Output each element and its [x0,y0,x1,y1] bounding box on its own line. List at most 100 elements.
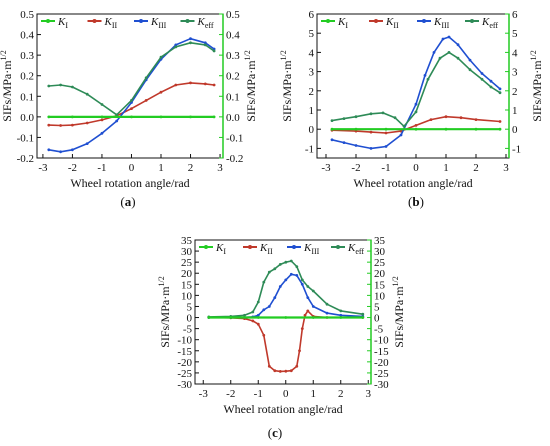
legend-marker-kii [92,19,97,23]
y-tick-label: 35 [181,235,193,247]
data-point-ki [339,316,343,319]
y2-tick-label: 4 [512,47,518,59]
data-point-keff [203,43,207,47]
data-point-keff [438,56,442,60]
data-point-kii [284,369,288,373]
data-point-kiii [47,148,51,152]
data-point-keff [289,259,293,263]
y-tick-label: 0 [187,313,193,325]
y2-tick-label: 2 [512,86,518,98]
x-tick-label: -1 [254,388,263,400]
data-point-kiii [330,138,334,142]
legend-marker-kii [374,19,378,23]
data-point-kii [100,118,104,122]
data-point-kiii [115,119,119,123]
data-point-keff [393,116,397,120]
data-point-ki [130,115,133,119]
data-point-kii [262,333,266,337]
y-tick-label: 0.3 [20,50,34,62]
x-axis-label: Wheel rotation angle/rad [70,176,189,190]
y2-tick-label: 0.3 [226,50,240,62]
y-tick-label: 25 [181,257,193,269]
data-point-ki [361,316,365,319]
data-point-keff [402,124,406,128]
y2-tick-label: 35 [374,235,386,247]
y-tick-label: 3 [309,67,315,79]
y-tick-label: 0.0 [20,112,34,124]
y-axis-label: SIFs/MPa·m1/2 [0,50,14,122]
data-point-keff [311,289,315,293]
x-tick-label: 2 [473,162,479,174]
data-point-ki [414,127,418,131]
data-point-kii [189,81,192,85]
x-tick-label: -2 [226,388,235,400]
data-point-kii [212,83,216,87]
panel-label: (a) [120,194,135,209]
y2-tick-label: -0.1 [226,132,243,144]
chart-panel-1: -3 -2 -1 0 1 2 3-0.2 -0.2-0.1 -0.10.0 0.00.1 0.10.… [0,9,258,209]
data-point-keff [273,267,277,271]
series-line-keff [48,41,215,116]
data-point-ki [498,127,502,131]
y2-tick-label: -15 [374,346,389,358]
y2-tick-label: 20 [374,268,386,280]
data-point-kiii [468,58,472,62]
data-point-keff [354,115,358,119]
data-point-kii [251,319,255,323]
y2-tick-label: 3 [512,67,518,79]
data-point-kii [306,309,310,313]
data-point-ki [71,115,74,119]
data-point-kii [144,99,148,102]
data-point-keff [189,41,192,45]
chart-panel-3: -3 -2 -1 0 1 2 3-30 -30-25 -25-20 -20-15 -15-10 -10… [157,235,406,440]
data-point-kii [256,322,260,326]
data-point-kii [298,349,301,353]
data-point-keff [267,270,271,274]
y2-tick-label: 0.5 [226,9,240,21]
y2-tick-label: 0.1 [226,91,240,103]
data-point-kii [47,123,51,127]
data-point-keff [100,103,104,106]
data-point-keff [115,113,119,117]
data-point-ki [444,127,448,131]
y-tick-label: 0.5 [20,9,34,21]
data-point-kii [59,124,62,127]
x-tick-label: -3 [38,162,48,174]
legend-label-kiii: KIII [150,16,167,30]
data-point-kii [278,370,282,373]
x-tick-label: 3 [217,162,223,174]
legend: KI KII KIII Keff [41,16,214,30]
series-line-kiii [331,36,501,150]
data-point-kiii [441,37,445,41]
y2-tick-label: 0 [512,124,518,136]
data-point-keff [243,313,246,317]
data-point-ki [159,115,163,119]
panel-label: (c) [268,425,282,440]
data-point-keff [159,55,163,59]
legend-label-ki: KI [337,16,348,30]
data-point-ki [47,115,51,119]
chart-panel-2: -3 -2 -1 0 1 2 3-1 -10 01 12 23 34 45 56 6KI KII KIII Kef… [279,9,544,209]
y2-tick-label: 6 [512,9,518,21]
data-point-kiii [432,51,436,54]
data-point-ki [207,316,211,319]
data-point-kiii [289,272,293,276]
y-tick-label: 5 [309,28,315,40]
data-point-kiii [311,305,315,308]
data-point-kiii [456,43,460,47]
data-point-kii [289,369,293,373]
data-point-keff [325,302,329,306]
data-point-kii [85,121,89,125]
legend-marker-kii [248,245,252,249]
data-point-keff [480,77,484,81]
y2-tick-label: 5 [374,301,380,313]
data-point-kiii [423,74,427,77]
series-line-keff [331,51,501,128]
y2-tick-label: -25 [374,368,389,380]
x-tick-label: 3 [366,388,372,400]
data-point-keff [59,83,62,87]
data-point-ki [311,316,315,319]
y2-tick-label: -10 [374,335,389,347]
data-point-keff [47,84,51,88]
